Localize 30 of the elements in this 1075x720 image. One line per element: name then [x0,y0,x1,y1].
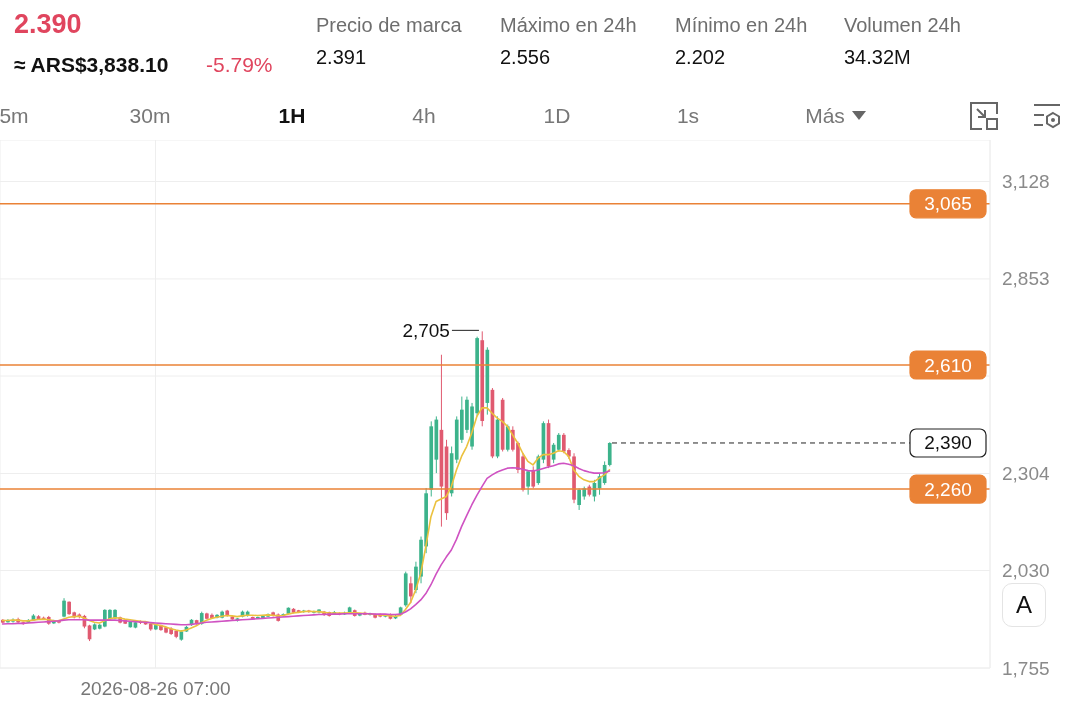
ref-line-label: 2,390 [924,432,972,454]
text: 1s [676,104,700,127]
text: 34.32M [844,46,911,68]
text: Mínimo en 24h [675,14,808,36]
text: Máximo en 24h [500,14,637,36]
y-tick-label: 2,304 [1002,462,1050,484]
annotation: 2,705 [402,319,450,341]
text: 1H [278,104,306,127]
y-tick-label: 3,128 [1002,170,1050,192]
text: Precio de marca [316,14,462,36]
text: 1D [543,104,571,127]
x-tick-label: 2026-08-26 07:00 [80,677,231,699]
text: -5.79% [206,53,273,76]
y-tick-label: 1,755 [1002,657,1050,679]
text: 4h [412,104,436,127]
ref-line-label: 2,610 [924,354,972,376]
chart-subtitle: ≈ ARS$3,838.10 [14,53,169,76]
text: 2.391 [316,46,367,68]
ref-line-label: 3,065 [924,193,972,215]
ref-line-label: 2,260 [924,478,972,500]
button: A [1002,583,1046,627]
y-tick-label: 2,030 [1002,560,1050,582]
text: Más [805,104,845,127]
text: 2.556 [500,46,551,68]
text: Volumen 24h [844,14,961,36]
text: 2.202 [675,46,726,68]
chart-title: 2.390 [14,9,82,39]
text: 5m [0,104,29,127]
y-tick-label: 2,853 [1002,268,1050,290]
text: 30m [129,104,171,127]
